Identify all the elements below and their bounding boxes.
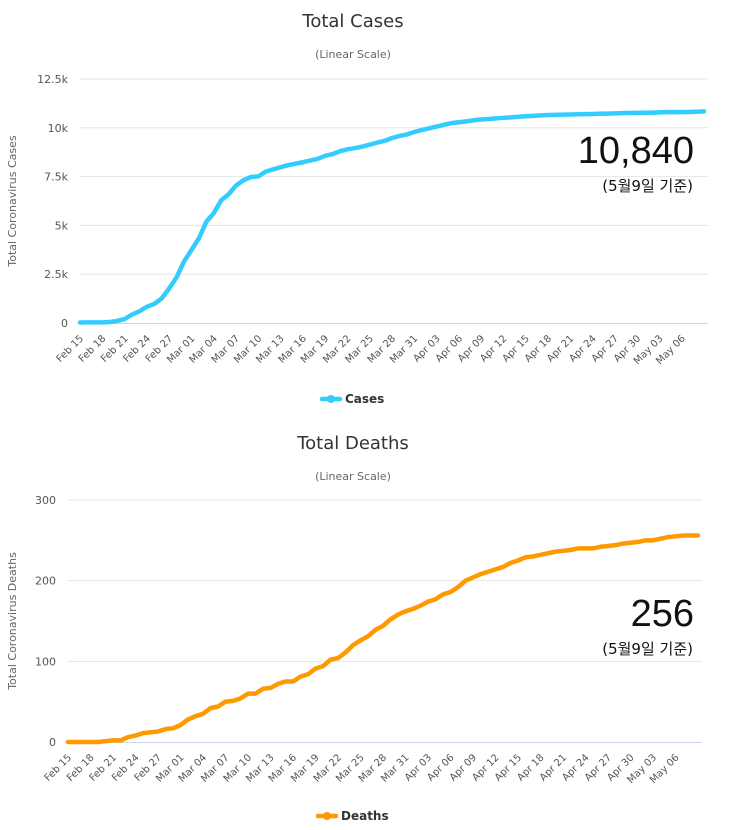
legend-marker-icon: [323, 812, 331, 820]
chart-title: Total Deaths: [296, 433, 409, 454]
legend-item-cases[interactable]: Cases: [319, 392, 384, 406]
y-tick-label: 12.5k: [37, 73, 68, 86]
y-tick-label: 0: [61, 317, 68, 330]
y-tick-label: 2.5k: [44, 268, 68, 281]
y-tick-label: 10k: [48, 122, 69, 135]
legend-item-deaths[interactable]: Deaths: [315, 809, 389, 823]
total-deaths-chart: Total Deaths (Linear Scale) 0 100 200 300 Feb …: [0, 420, 729, 830]
total-cases-chart: Total Cases (Linear Scale) 0 2.5k 5k 7.5k 10k 1…: [6, 11, 708, 406]
legend-label: Deaths: [341, 809, 389, 823]
y-tick-label: 5k: [55, 219, 69, 232]
as-of-date-note: (5월9일 기준): [602, 640, 693, 658]
series-line-cases[interactable]: [77, 109, 707, 325]
y-tick-label: 100: [35, 655, 56, 668]
chart-svg: Total Deaths(Linear Scale)0100200300Feb …: [6, 433, 702, 823]
series-line-deaths[interactable]: [65, 533, 701, 745]
latest-total-value: 10,840: [578, 130, 694, 172]
chart-subtitle: (Linear Scale): [315, 48, 391, 61]
y-tick-label: 7.5k: [44, 171, 68, 184]
chart-subtitle: (Linear Scale): [315, 470, 391, 483]
y-tick-label: 0: [49, 736, 56, 749]
chart-svg: Total Cases (Linear Scale) 0 2.5k 5k 7.5k 10k 1…: [6, 11, 708, 406]
y-tick-label: 300: [35, 494, 56, 507]
as-of-date-note: (5월9일 기준): [602, 177, 693, 195]
chart-title: Total Cases: [301, 11, 403, 32]
y-tick-label: 200: [35, 575, 56, 588]
latest-total-value: 256: [631, 593, 694, 635]
y-axis-title: Total Coronavirus Cases: [6, 135, 19, 268]
legend-label: Cases: [345, 392, 384, 406]
legend-marker-icon: [327, 395, 335, 403]
y-axis-title: Total Coronavirus Deaths: [6, 552, 19, 691]
